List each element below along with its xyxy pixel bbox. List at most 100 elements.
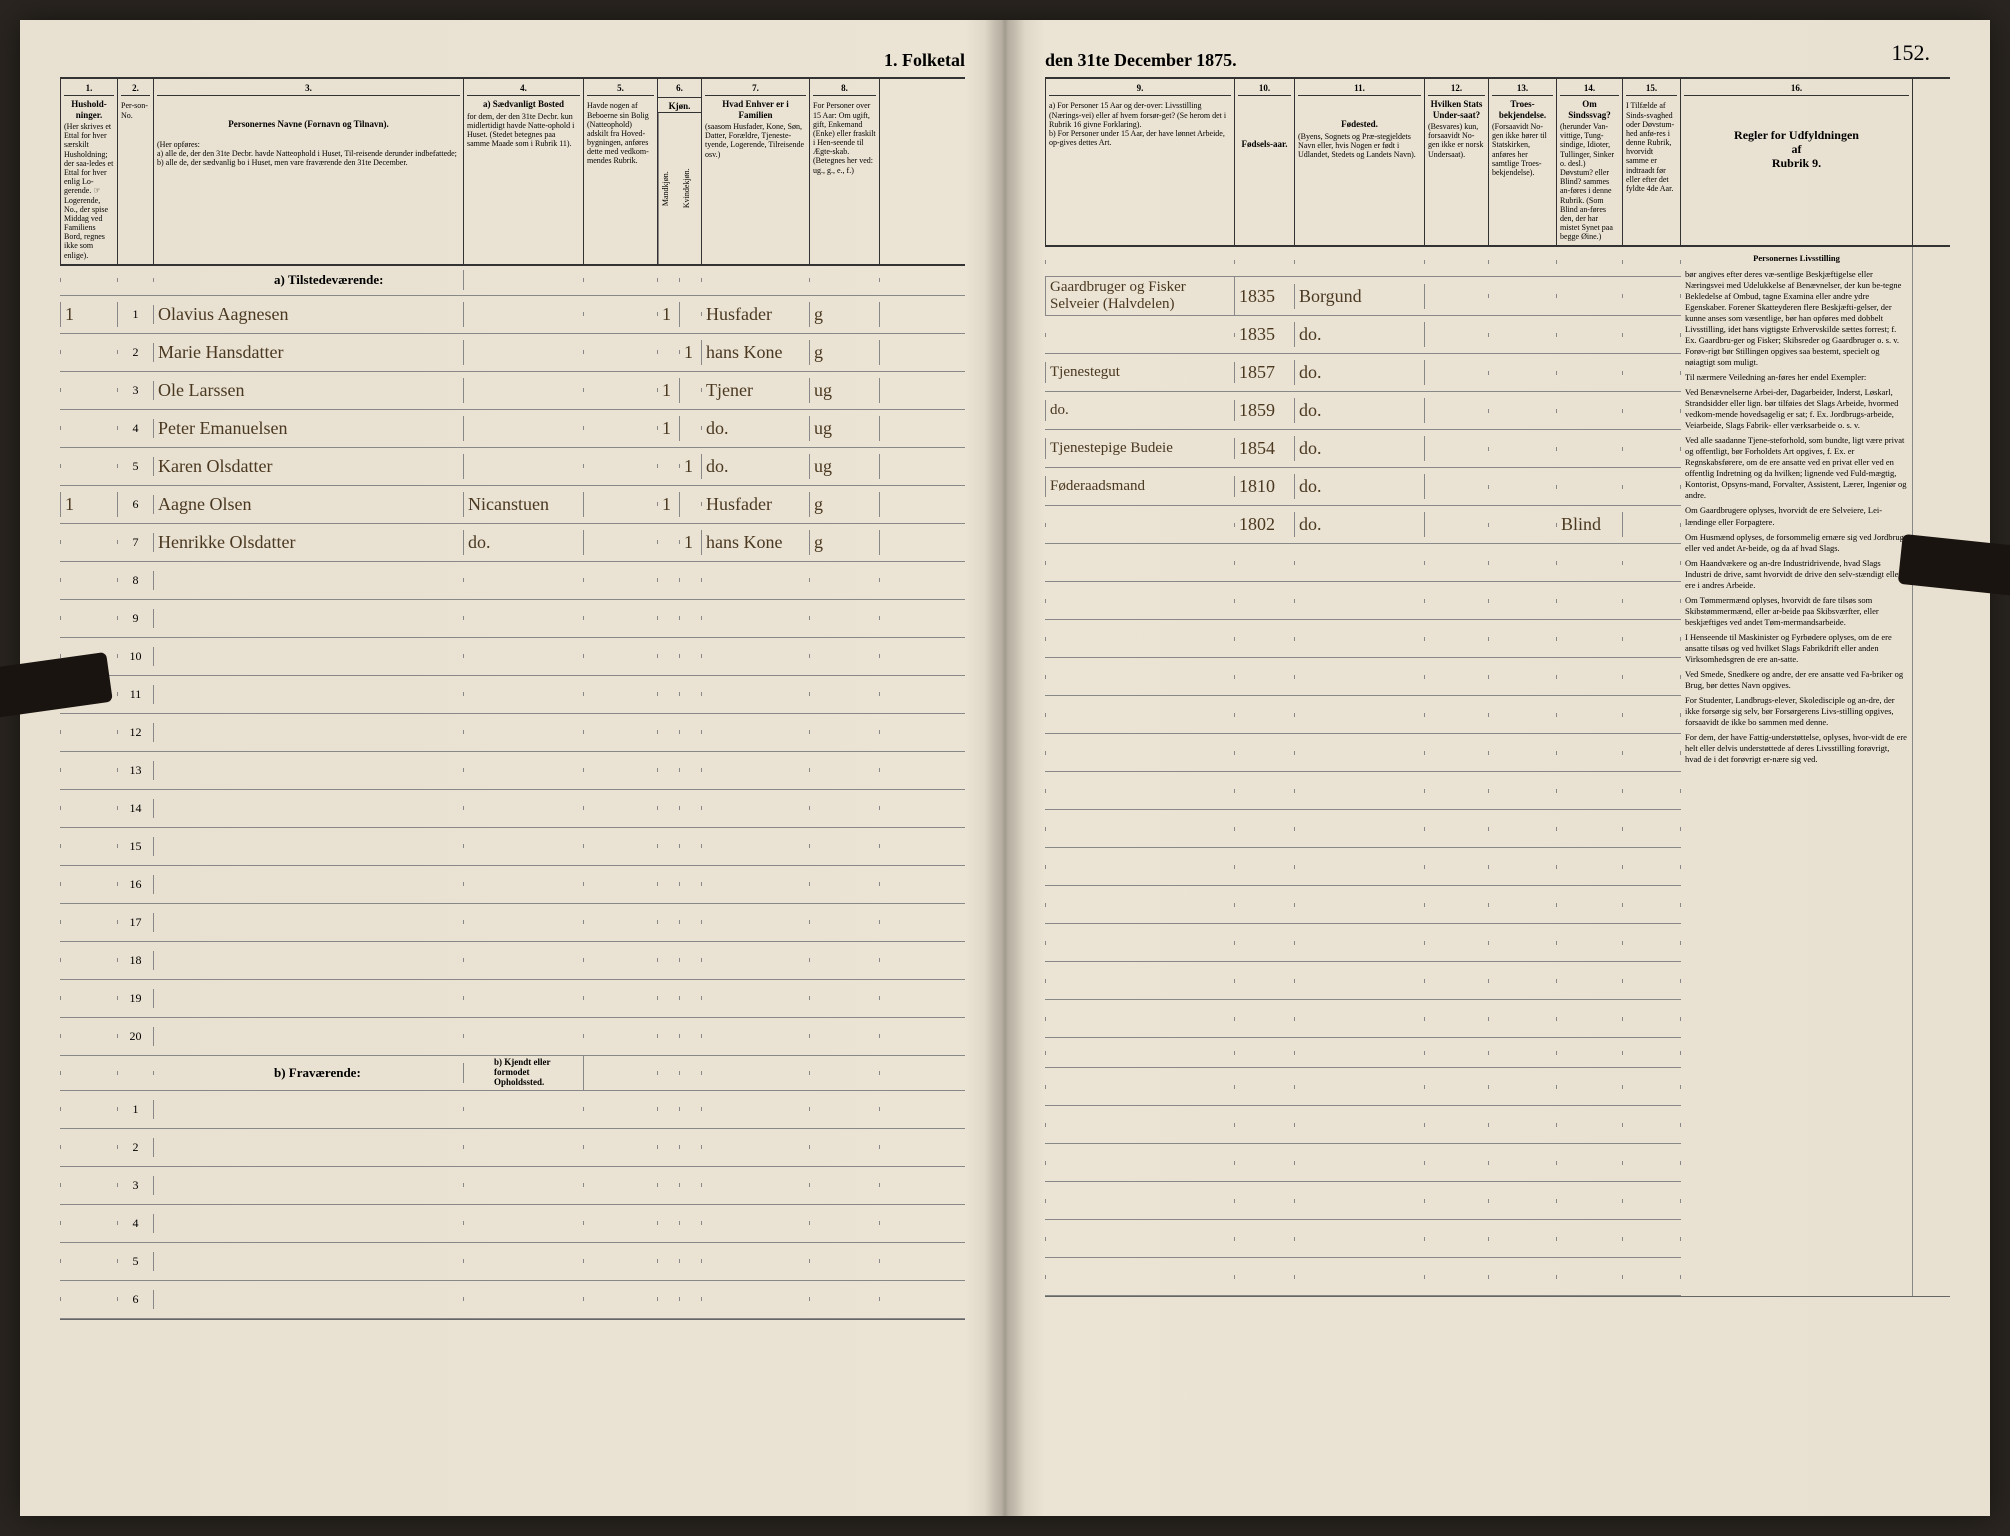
cell-birth-year: 1857 — [1235, 360, 1295, 385]
empty-row — [1045, 582, 1681, 620]
col-1-header: 1. Hushold- ninger. (Her skrives et Etta… — [60, 79, 118, 264]
instruction-paragraph: Om Gaardbrugere oplyses, hvorvidt de ere… — [1685, 505, 1908, 527]
census-row: Gaardbruger og Fisker Selveier (Halvdele… — [1045, 277, 1681, 316]
cell-occupation — [1045, 333, 1235, 337]
empty-row — [1045, 1068, 1681, 1106]
right-header-row: 9. a) For Personer 15 Aar og der-over: L… — [1045, 77, 1950, 247]
cell-residence — [464, 388, 584, 392]
empty-row: 14 — [60, 790, 965, 828]
cell-male — [658, 464, 680, 468]
col-15-header: 15. I Tilfælde af Sinds-svaghed oder Døv… — [1623, 79, 1681, 245]
empty-row — [1045, 1000, 1681, 1038]
col-10-header: 10. Fødsels-aar. — [1235, 79, 1295, 245]
col-4-header: 4. a) Sædvanligt Bosted for dem, der den… — [464, 79, 584, 264]
cell-birthplace: Borgund — [1295, 284, 1425, 309]
row-number: 14 — [118, 799, 154, 818]
instruction-paragraph: Om Haandvækere og an-dre Industridrivend… — [1685, 558, 1908, 591]
cell-family-role: Tjener — [702, 378, 810, 403]
empty-row: 17 — [60, 904, 965, 942]
cell-religion — [1489, 523, 1557, 527]
cell-onset — [1623, 371, 1681, 375]
cell-male: 1 — [658, 378, 680, 403]
instruction-paragraph: Ved Benævnelserne Arbei-der, Dagarbeider… — [1685, 387, 1908, 431]
empty-row — [1045, 1258, 1681, 1296]
col-6-female: Kvindekjøn. — [680, 113, 701, 264]
cell-religion — [1489, 294, 1557, 298]
instructions-title: Personernes Livsstilling — [1753, 253, 1840, 263]
cell-residence — [464, 426, 584, 430]
col-12-header: 12. Hvilken Stats Under-saat? (Besvares)… — [1425, 79, 1489, 245]
empty-row: 2 — [60, 1129, 965, 1167]
empty-row: 11 — [60, 676, 965, 714]
cell-family-role: Husfader — [702, 492, 810, 517]
cell-family-role: do. — [702, 454, 810, 479]
cell-person-no: 1 — [118, 305, 154, 324]
row-number: 12 — [118, 723, 154, 742]
cell-onset — [1623, 447, 1681, 451]
empty-row: 8 — [60, 562, 965, 600]
cell-person-no: 7 — [118, 533, 154, 552]
empty-row: 16 — [60, 866, 965, 904]
col-7-header: 7. Hvad Enhver er i Familien (saasom Hus… — [702, 79, 810, 264]
section-b-label: b) Fraværende: — [154, 1063, 464, 1083]
empty-row: 4 — [60, 1205, 965, 1243]
row-number: 4 — [118, 1214, 154, 1233]
cell-disability: Blind — [1557, 512, 1623, 537]
cell-religion — [1489, 371, 1557, 375]
row-number: 1 — [118, 1100, 154, 1119]
cell-name: Henrikke Olsdatter — [154, 530, 464, 555]
cell-name: Karen Olsdatter — [154, 454, 464, 479]
empty-row: 19 — [60, 980, 965, 1018]
section-b-col4-label: b) Kjendt eller formodet Opholdssted. — [464, 1056, 584, 1090]
cell-civil-status: g — [810, 530, 880, 555]
section-b-header: b) Fraværende: b) Kjendt eller formodet … — [60, 1056, 965, 1091]
instruction-paragraph: Ved Smede, Snedkere og andre, der ere an… — [1685, 669, 1908, 691]
cell-male — [658, 540, 680, 544]
row-number: 13 — [118, 761, 154, 780]
empty-row: 1 — [60, 1091, 965, 1129]
row-number: 5 — [118, 1252, 154, 1271]
instructions-column: Personernes Livsstilling bør angives eft… — [1681, 247, 1913, 1296]
cell-name: Peter Emanuelsen — [154, 416, 464, 441]
cell-civil-status: g — [810, 302, 880, 327]
empty-row — [1045, 886, 1681, 924]
cell-religion — [1489, 333, 1557, 337]
cell-occupation: Tjenestegut — [1045, 362, 1235, 383]
cell-female — [680, 312, 702, 316]
cell-household — [60, 350, 118, 354]
empty-row: 20 — [60, 1018, 965, 1056]
empty-row: 6 — [60, 1281, 965, 1319]
col-9-header: 9. a) For Personer 15 Aar og der-over: L… — [1045, 79, 1235, 245]
cell-person-no: 3 — [118, 381, 154, 400]
cell-name: Ole Larssen — [154, 378, 464, 403]
empty-row — [1045, 658, 1681, 696]
census-row: 1802do.Blind — [1045, 506, 1681, 544]
cell-birth-year: 1802 — [1235, 512, 1295, 537]
cell-birth-year: 1859 — [1235, 398, 1295, 423]
empty-row — [1045, 1220, 1681, 1258]
cell-male: 1 — [658, 492, 680, 517]
empty-row — [1045, 1106, 1681, 1144]
cell-female — [680, 502, 702, 506]
instruction-paragraph: Om Husmænd oplyses, de forsommelig ernær… — [1685, 532, 1908, 554]
row-number: 8 — [118, 571, 154, 590]
cell-name: Olavius Aagnesen — [154, 302, 464, 327]
census-row: 2Marie Hansdatter1hans Koneg — [60, 334, 965, 372]
col-16-header: 16. Regler for Udfyldningen af Rubrik 9. — [1681, 79, 1913, 245]
row-number: 3 — [118, 1176, 154, 1195]
col-14-header: 14. Om Sindssvag? (herunder Van-vittige,… — [1557, 79, 1623, 245]
col-2-header: 2. Per-son-No. — [118, 79, 154, 264]
col-5-header: 5. Havde nogen af Beboerne sin Bolig (Na… — [584, 79, 658, 264]
right-body: Gaardbruger og Fisker Selveier (Halvdele… — [1045, 247, 1950, 1297]
cell-family-role: do. — [702, 416, 810, 441]
cell-household — [60, 426, 118, 430]
empty-row: 3 — [60, 1167, 965, 1205]
page-right: 152. den 31te December 1875. 9. a) For P… — [1005, 20, 1990, 1516]
cell-birthplace: do. — [1295, 398, 1425, 423]
col-6-male: Mandkjøn. — [658, 113, 680, 264]
cell-building — [584, 502, 658, 506]
instruction-paragraph: Ved alle saadanne Tjene-steforhold, som … — [1685, 435, 1908, 501]
empty-row — [1045, 544, 1681, 582]
census-row: Føderaadsmand1810do. — [1045, 468, 1681, 506]
census-ledger-spread: 1. Folketal 1. Hushold- ninger. (Her skr… — [20, 20, 1990, 1516]
